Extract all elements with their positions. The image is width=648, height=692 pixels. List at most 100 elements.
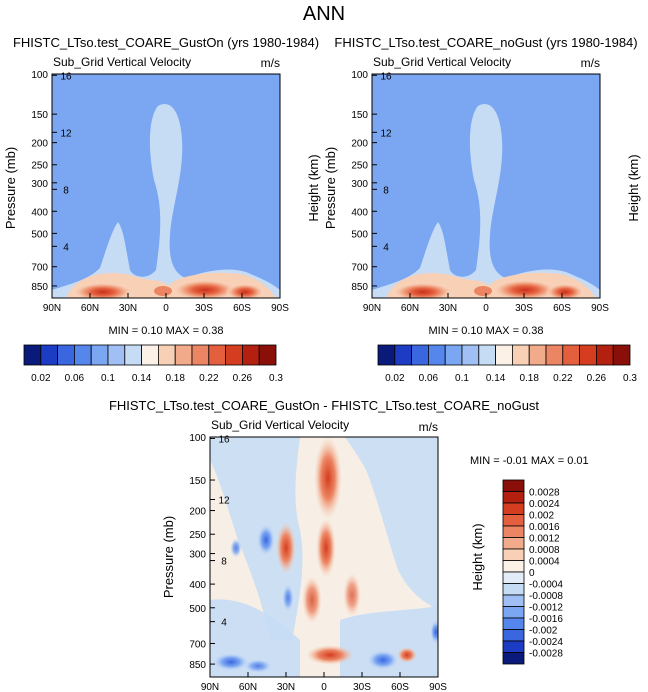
colorbar-label: 0.02 — [31, 373, 51, 384]
colorbar-swatch — [562, 344, 580, 366]
colorbar-swatch — [502, 583, 525, 596]
colorbar-swatch — [427, 344, 446, 366]
colorbar-label: 0.0012 — [529, 534, 560, 545]
colorbar-label: -0.0012 — [529, 603, 563, 614]
colorbar-swatch — [502, 560, 525, 573]
panel-title: FHISTC_LTso.test_COARE_GustOn - FHISTC_L… — [109, 398, 539, 413]
colorbar-swatch — [502, 548, 525, 561]
y-tick-label: 100 — [351, 70, 368, 81]
colorbar-difference: 0.00280.00240.0020.00160.00120.00080.000… — [502, 479, 563, 665]
colorbar-label: 0.0016 — [529, 522, 560, 533]
colorbar-swatch — [502, 537, 525, 550]
height-tick-label: 16 — [218, 434, 230, 445]
colorbar-swatch — [502, 606, 525, 619]
colorbar-label: 0.0028 — [529, 488, 560, 499]
colorbar-label: 0.14 — [132, 373, 152, 384]
x-tick-label: 90N — [363, 303, 381, 314]
height-tick-label: 4 — [383, 242, 389, 253]
colorbar-swatch — [495, 344, 513, 366]
height-tick-label: 4 — [63, 242, 69, 253]
colorbar-top-right: 0.02 0.06 0.1 0.14 0.18 0.22 0.26 0.3 — [377, 344, 637, 384]
colorbar-label: 0.06 — [65, 373, 85, 384]
height-tick-label: 12 — [218, 495, 230, 506]
x-tick-label: 30S — [353, 682, 371, 692]
min-max-stats: MIN = -0.01 MAX = 0.01 — [470, 455, 589, 467]
x-tick-label: 30S — [515, 303, 533, 314]
colorbar-swatch — [141, 344, 159, 366]
colorbar-label: 0.3 — [269, 373, 283, 384]
x-tick-label: 60S — [553, 303, 571, 314]
height-tick-label: 16 — [60, 71, 72, 82]
x-tick-label: 30S — [195, 303, 213, 314]
y-tick-label: 200 — [189, 507, 206, 518]
y-axis-right-label: Height (km) — [306, 154, 321, 221]
x-tick-label: 90S — [429, 682, 447, 692]
colorbar-swatch — [502, 525, 525, 538]
y-tick-label: 850 — [189, 660, 206, 671]
colorbar-swatch — [107, 344, 126, 366]
height-tick-label: 4 — [221, 618, 227, 629]
colorbar-swatch — [512, 344, 530, 366]
colorbar-swatch — [478, 344, 496, 366]
colorbar-swatch — [612, 344, 631, 366]
x-tick-label: 60S — [233, 303, 251, 314]
colorbar-swatch — [502, 502, 525, 515]
colorbar-swatch — [124, 344, 143, 366]
colorbar-swatch — [174, 344, 193, 366]
colorbar-swatch — [502, 617, 525, 630]
colorbar-swatch — [225, 344, 243, 366]
colorbar-swatch — [596, 344, 614, 366]
x-tick-label: 0 — [483, 303, 489, 314]
y-tick-label: 150 — [351, 110, 368, 121]
y-axis-right-label: Height (km) — [626, 154, 641, 221]
colorbar-label: 0.14 — [486, 373, 506, 384]
colorbar-swatch — [579, 344, 597, 366]
y-axis-label: Pressure (mb) — [3, 147, 18, 229]
y-tick-label: 500 — [189, 604, 206, 615]
colorbar-label: 0.06 — [419, 373, 439, 384]
y-tick-label: 300 — [351, 179, 368, 190]
y-tick-label: 700 — [351, 263, 368, 274]
height-tick-label: 8 — [221, 557, 227, 568]
colorbar-swatch — [502, 491, 525, 504]
colorbar-label: 0.3 — [623, 373, 637, 384]
height-tick-label: 16 — [380, 71, 392, 82]
colorbar-swatch — [461, 344, 480, 366]
colorbar-swatch — [74, 344, 92, 366]
colorbar-label: 0.18 — [165, 373, 185, 384]
heatmap-field — [210, 437, 438, 677]
y-tick-label: 300 — [189, 550, 206, 561]
y-tick-label: 700 — [189, 639, 206, 650]
colorbar-swatch — [23, 344, 42, 366]
colorbar-label: -0.002 — [529, 626, 558, 637]
colorbar-label: 0.26 — [233, 373, 253, 384]
colorbar-label: 0.18 — [519, 373, 539, 384]
x-tick-label: 0 — [163, 303, 169, 314]
height-tick-label: 8 — [63, 185, 69, 196]
colorbar-swatch — [502, 479, 525, 492]
colorbar-swatch — [90, 344, 109, 366]
y-tick-label: 250 — [351, 161, 368, 172]
panel-subtitle: Sub_Grid Vertical Velocity — [53, 55, 191, 69]
colorbar-label: 0.002 — [529, 511, 554, 522]
colorbar-swatch — [411, 344, 429, 366]
heatmap-field — [52, 74, 280, 298]
colorbar-swatch — [502, 629, 525, 642]
colorbar-label: -0.0024 — [529, 637, 563, 648]
x-tick-label: 90N — [43, 303, 61, 314]
colorbar-swatch — [528, 344, 547, 366]
y-axis-right-label: Height (km) — [470, 523, 485, 590]
x-tick-label: 30N — [277, 682, 295, 692]
y-tick-label: 400 — [189, 580, 206, 591]
x-tick-label: 60S — [391, 682, 409, 692]
y-tick-label: 200 — [31, 139, 48, 150]
y-tick-label: 500 — [31, 229, 48, 240]
y-tick-label: 100 — [31, 70, 48, 81]
panel-units: m/s — [419, 420, 438, 434]
min-max-stats: MIN = 0.10 MAX = 0.38 — [109, 325, 224, 337]
colorbar-swatch — [157, 344, 176, 366]
x-tick-label: 90N — [201, 682, 219, 692]
colorbar-swatch — [208, 344, 227, 366]
heatmap-field — [372, 74, 600, 298]
y-tick-label: 500 — [351, 229, 368, 240]
